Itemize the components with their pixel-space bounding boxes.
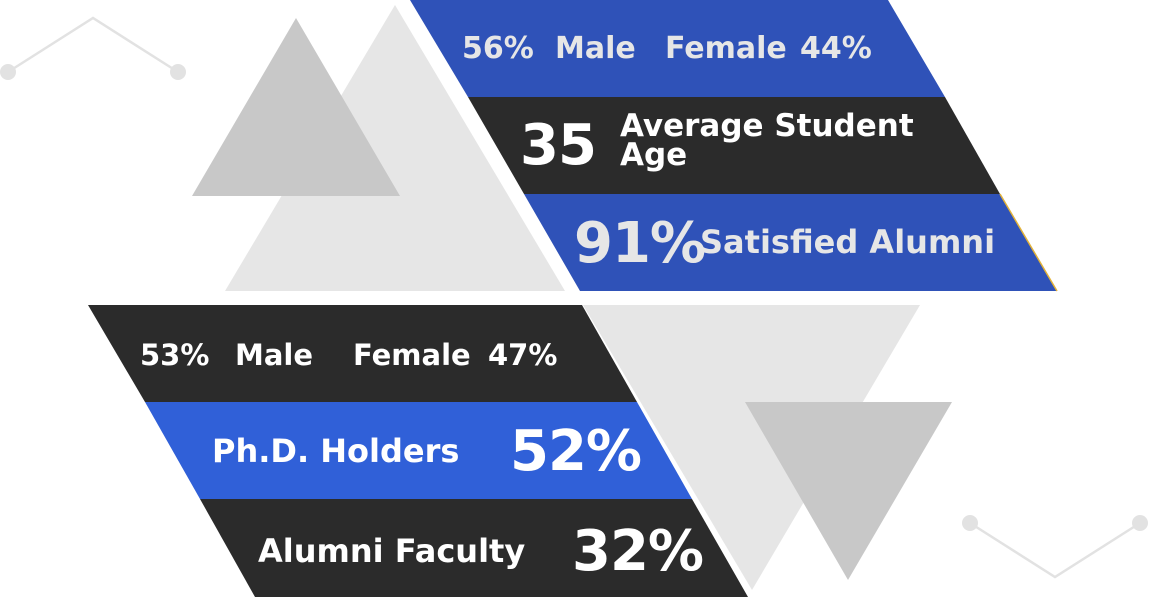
deco-dot [1132,515,1148,531]
band-student-age [468,97,1000,194]
deco-line-top-left [7,16,179,74]
deco-dot [170,64,186,80]
deco-dot [0,64,16,80]
band-accent-edge [999,193,1058,292]
triangle-light-lower [583,305,920,590]
band-satisfied-alumni [524,194,1057,291]
triangle-light-upper [225,5,565,291]
faculty-male-pct: 53% [140,338,210,372]
student-male-pct: 56% [462,31,534,66]
triangle-grey-lower [745,402,952,580]
decorative-lines [0,16,1148,579]
phd-holders-value: 52% [510,419,642,484]
average-age-value: 35 [520,113,597,178]
faculty-female-pct: 47% [488,338,558,372]
student-male-label: Male [555,31,636,66]
student-female-pct: 44% [800,31,872,66]
satisfied-alumni-label: Satisfied Alumni [700,223,996,261]
band-student-gender [410,0,945,97]
deco-line-bottom-right [969,521,1141,579]
satisfied-alumni-value: 91% [574,211,706,276]
triangle-grey-upper [192,18,400,196]
alumni-faculty-label: Alumni Faculty [258,532,526,570]
band-faculty-gender [88,305,637,402]
band-phd-holders [145,402,692,499]
average-age-label-line1: Average Student [620,108,914,144]
student-female-label: Female [665,31,787,66]
alumni-faculty-value: 32% [572,519,704,584]
average-age-label-line2: Age [620,137,688,173]
deco-dot [962,515,978,531]
faculty-male-label: Male [235,338,314,372]
faculty-female-label: Female [353,338,471,372]
phd-holders-label: Ph.D. Holders [212,432,460,470]
band-alumni-faculty [200,499,748,597]
